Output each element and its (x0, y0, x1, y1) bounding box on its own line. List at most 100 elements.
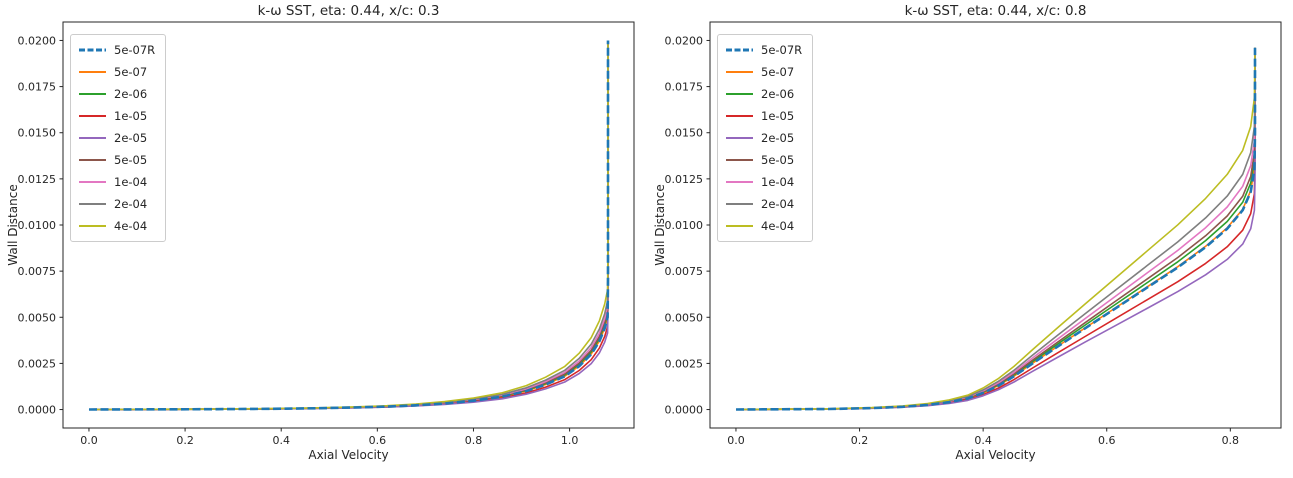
x-tick-label: 0.0 (727, 434, 745, 447)
legend-label: 1e-05 (761, 109, 795, 123)
y-tick-label: 0.0050 (665, 311, 704, 324)
y-tick-label: 0.0175 (665, 81, 704, 94)
chart-title: k-ω SST, eta: 0.44, x/c: 0.3 (257, 3, 440, 19)
legend-line-sample (79, 93, 106, 95)
legend-item-2e-04: 2e-04 (726, 193, 802, 215)
legend-line-sample (79, 48, 106, 52)
legend-label: 5e-05 (114, 153, 148, 167)
x-axis-label: Axial Velocity (308, 448, 389, 462)
y-tick-label: 0.0025 (665, 357, 704, 370)
x-tick-label: 1.0 (561, 434, 579, 447)
series-line-2e-05 (88, 40, 609, 411)
y-tick-label: 0.0200 (665, 34, 704, 47)
x-axis-label: Axial Velocity (955, 448, 1036, 462)
y-axis-label: Wall Distance (653, 184, 667, 266)
legend-line-sample (79, 203, 106, 205)
legend-line-sample (79, 115, 106, 117)
series-line-5e-07 (735, 47, 1256, 411)
legend-item-2e-05: 2e-05 (79, 127, 155, 149)
chart-title: k-ω SST, eta: 0.44, x/c: 0.8 (904, 3, 1087, 19)
legend-item-1e-04: 1e-04 (726, 171, 802, 193)
series-line-5e-07R (88, 40, 610, 411)
series-line-5e-05 (88, 40, 609, 411)
legend-label: 2e-05 (761, 131, 795, 145)
series-line-1e-04 (88, 40, 609, 411)
x-tick-label: 0.4 (272, 434, 290, 447)
x-tick-label: 0.0 (80, 434, 98, 447)
legend-item-1e-05: 1e-05 (79, 105, 155, 127)
legend-item-4e-04: 4e-04 (79, 215, 155, 237)
legend-label: 4e-04 (761, 219, 795, 233)
legend-label: 2e-05 (114, 131, 148, 145)
legend-label: 2e-06 (761, 87, 795, 101)
series-line-1e-04 (735, 47, 1256, 411)
legend-line-sample (726, 48, 753, 52)
x-tick-label: 0.2 (176, 434, 194, 447)
legend-line-sample (726, 203, 753, 205)
series-line-4e-04 (735, 47, 1256, 411)
legend-label: 1e-05 (114, 109, 148, 123)
legend-line-sample (726, 93, 753, 95)
legend-item-2e-06: 2e-06 (79, 83, 155, 105)
legend-line-sample (726, 137, 753, 139)
series-line-2e-05 (735, 47, 1256, 411)
legend-label: 5e-07 (114, 65, 148, 79)
legend: 5e-07R 5e-07 2e-06 1e-05 2e-05 5e-05 1e-04 2e-0… (70, 34, 167, 242)
legend-label: 5e-07 (761, 65, 795, 79)
legend-line-sample (726, 181, 753, 183)
series-line-5e-05 (735, 47, 1256, 411)
series-line-2e-06 (88, 40, 609, 411)
series-line-5e-07 (88, 40, 609, 411)
legend-label: 2e-04 (761, 197, 795, 211)
legend-line-sample (79, 71, 106, 73)
x-tick-label: 0.6 (1098, 434, 1116, 447)
y-tick-label: 0.0075 (665, 265, 704, 278)
legend-item-2e-04: 2e-04 (79, 193, 155, 215)
series-line-2e-04 (735, 47, 1256, 411)
legend-line-sample (79, 159, 106, 161)
legend-item-2e-05: 2e-05 (726, 127, 802, 149)
x-tick-label: 0.2 (851, 434, 869, 447)
legend-item-5e-07: 5e-07 (79, 61, 155, 83)
legend-line-sample (726, 225, 753, 227)
legend-label: 5e-07R (761, 43, 803, 57)
x-tick-label: 0.8 (1222, 434, 1240, 447)
legend-item-5e-07R: 5e-07R (79, 39, 155, 61)
x-tick-label: 0.4 (974, 434, 992, 447)
legend-item-4e-04: 4e-04 (726, 215, 802, 237)
x-tick-label: 0.8 (465, 434, 483, 447)
y-tick-label: 0.0100 (18, 219, 57, 232)
y-tick-label: 0.0125 (18, 173, 57, 186)
plot-area-right: 0.0 0.2 0.4 0.6 0.8 0.0000 0.0025 0.0050 0.0075 0… (665, 21, 1282, 447)
legend-line-sample (726, 159, 753, 161)
series-line-5e-07R (735, 47, 1257, 411)
y-tick-label: 0.0000 (18, 404, 57, 417)
legend-label: 1e-04 (114, 175, 148, 189)
y-tick-label: 0.0100 (665, 219, 704, 232)
legend-label: 1e-04 (761, 175, 795, 189)
legend-item-5e-05: 5e-05 (79, 149, 155, 171)
legend-item-5e-07R: 5e-07R (726, 39, 802, 61)
y-tick-label: 0.0150 (18, 127, 57, 140)
legend-line-sample (726, 71, 753, 73)
legend-line-sample (726, 115, 753, 117)
y-axis-label: Wall Distance (6, 184, 20, 266)
series-line-4e-04 (88, 40, 609, 411)
legend-label: 5e-07R (114, 43, 156, 57)
y-tick-label: 0.0075 (18, 265, 57, 278)
legend-item-1e-04: 1e-04 (79, 171, 155, 193)
legend-label: 5e-05 (761, 153, 795, 167)
legend-label: 2e-06 (114, 87, 148, 101)
x-tick-label: 0.6 (369, 434, 387, 447)
series-line-2e-06 (735, 47, 1256, 411)
legend-item-5e-05: 5e-05 (726, 149, 802, 171)
y-tick-label: 0.0050 (18, 311, 57, 324)
legend-line-sample (79, 181, 106, 183)
y-tick-label: 0.0000 (665, 404, 704, 417)
plot-area-left: 0.0 0.2 0.4 0.6 0.8 1.0 0.0000 0.0025 0.0050 0.00… (18, 21, 635, 447)
legend-label: 2e-04 (114, 197, 148, 211)
y-tick-label: 0.0150 (665, 127, 704, 140)
legend: 5e-07R 5e-07 2e-06 1e-05 2e-05 5e-05 1e-04 2e-0… (717, 34, 814, 242)
y-tick-label: 0.0200 (18, 34, 57, 47)
